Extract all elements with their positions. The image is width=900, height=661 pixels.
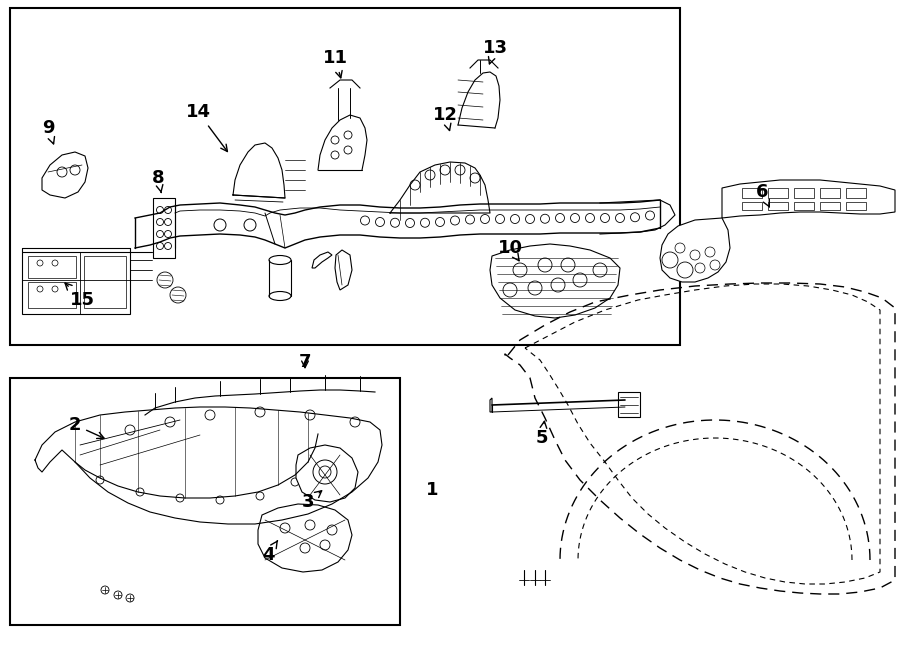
Polygon shape bbox=[490, 398, 492, 412]
Polygon shape bbox=[296, 445, 358, 502]
Bar bbox=[84, 256, 126, 308]
Bar bbox=[10, 378, 400, 625]
Bar bbox=[794, 188, 814, 198]
Text: 11: 11 bbox=[322, 49, 347, 78]
Bar bbox=[28, 282, 76, 308]
Bar bbox=[742, 188, 762, 198]
Ellipse shape bbox=[269, 256, 291, 264]
Ellipse shape bbox=[269, 292, 291, 301]
Text: 15: 15 bbox=[65, 283, 94, 309]
Bar bbox=[820, 202, 840, 210]
Text: 2: 2 bbox=[68, 416, 104, 438]
Bar bbox=[846, 202, 866, 210]
Text: 1: 1 bbox=[426, 481, 438, 499]
Bar bbox=[820, 188, 840, 198]
Text: 3: 3 bbox=[302, 490, 321, 511]
Bar bbox=[10, 8, 680, 345]
Polygon shape bbox=[722, 180, 895, 218]
Text: 10: 10 bbox=[498, 239, 523, 260]
Text: 9: 9 bbox=[41, 119, 55, 144]
Text: 8: 8 bbox=[152, 169, 165, 192]
Bar bbox=[768, 188, 788, 198]
Bar bbox=[153, 198, 175, 258]
Text: 5: 5 bbox=[536, 421, 548, 447]
Text: 4: 4 bbox=[262, 541, 277, 564]
Bar bbox=[768, 202, 788, 210]
Text: 12: 12 bbox=[433, 106, 457, 130]
Polygon shape bbox=[258, 504, 352, 572]
Polygon shape bbox=[312, 252, 332, 268]
Polygon shape bbox=[490, 244, 620, 318]
Polygon shape bbox=[335, 250, 352, 290]
Polygon shape bbox=[660, 218, 730, 282]
Bar bbox=[742, 202, 762, 210]
Text: 7: 7 bbox=[299, 353, 311, 371]
Text: 13: 13 bbox=[482, 39, 508, 64]
Bar bbox=[794, 202, 814, 210]
Bar bbox=[22, 252, 130, 314]
Bar bbox=[618, 392, 640, 417]
Text: 14: 14 bbox=[185, 103, 228, 151]
Text: 6: 6 bbox=[756, 183, 770, 207]
Bar bbox=[846, 188, 866, 198]
Bar bbox=[28, 256, 76, 278]
Polygon shape bbox=[42, 152, 88, 198]
